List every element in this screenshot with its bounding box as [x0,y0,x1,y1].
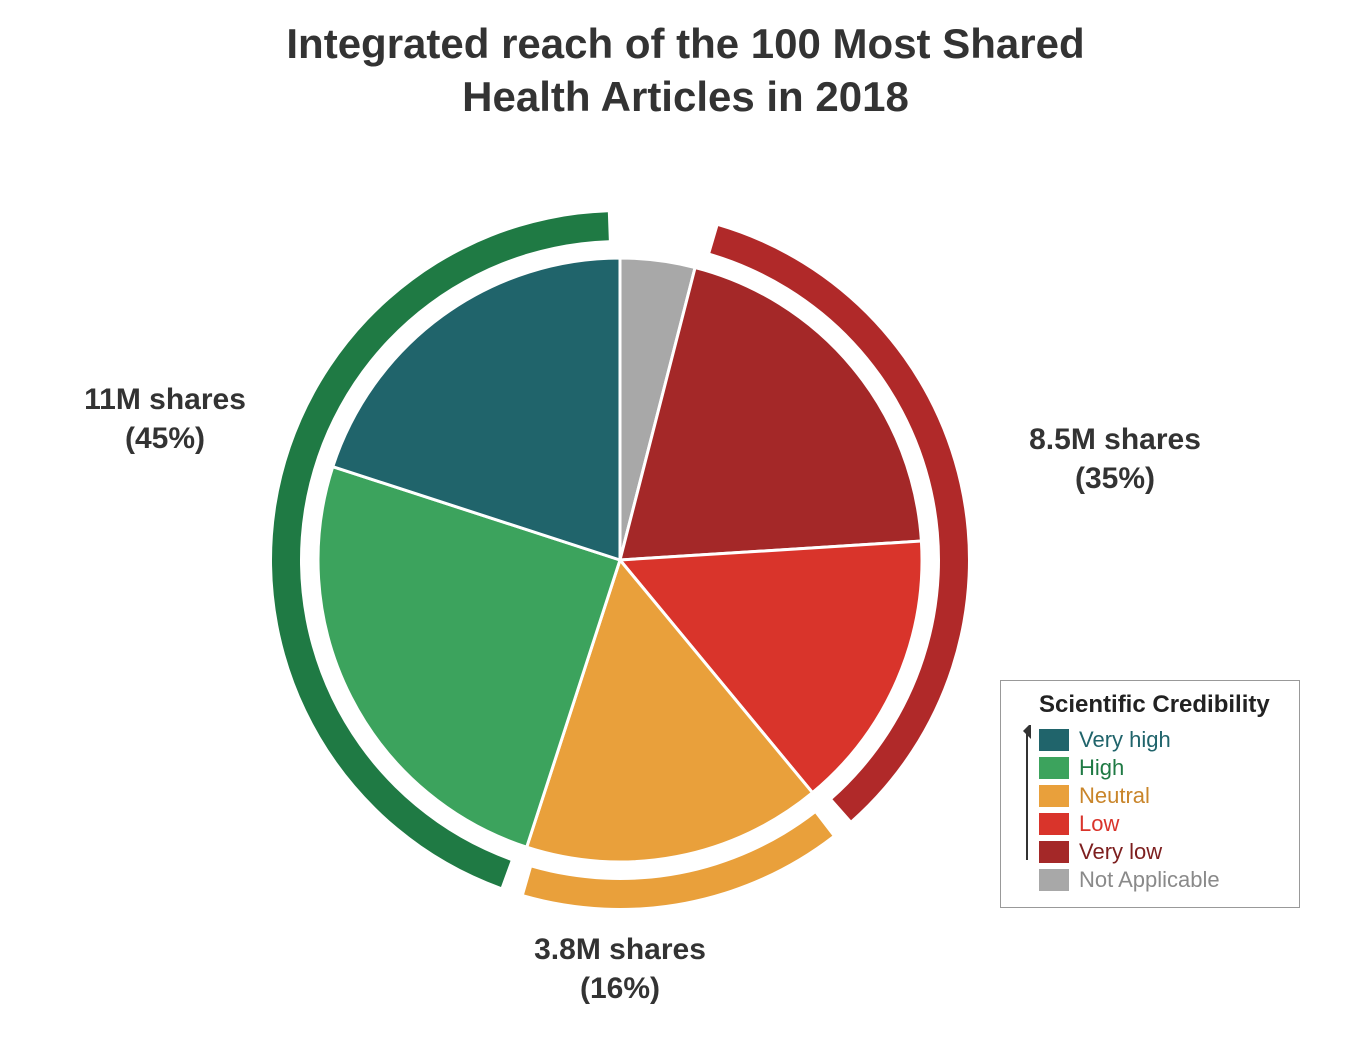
legend-label: Not Applicable [1079,867,1220,893]
legend-row: High [1039,755,1220,781]
legend-swatch [1039,813,1069,835]
annotation-neutral: 3.8M shares (16%) [480,930,760,1008]
annotation-good: 11M shares (45%) [40,380,290,458]
legend-label: High [1079,755,1124,781]
annotation-bad-line2: (35%) [1075,462,1155,495]
annotation-good-line1: 11M shares [84,383,246,416]
annotation-bad: 8.5M shares (35%) [985,420,1245,498]
legend-row: Neutral [1039,783,1220,809]
legend-label: Very low [1079,839,1162,865]
annotation-neutral-line2: (16%) [580,972,660,1005]
legend-items: Very highHighNeutralLowVery lowNot Appli… [1039,725,1220,895]
legend-row: Very low [1039,839,1220,865]
annotation-bad-line1: 8.5M shares [1029,423,1201,456]
legend-swatch [1039,729,1069,751]
annotation-neutral-line1: 3.8M shares [534,933,706,966]
legend-swatch [1039,785,1069,807]
legend-swatch [1039,869,1069,891]
legend-row: Very high [1039,727,1220,753]
legend-label: Low [1079,811,1119,837]
legend-title: Scientific Credibility [1039,691,1285,719]
legend-label: Very high [1079,727,1171,753]
legend-swatch [1039,841,1069,863]
legend: Scientific Credibility Very highHighNeut… [1000,680,1300,908]
legend-label: Neutral [1079,783,1150,809]
legend-swatch [1039,757,1069,779]
legend-row: Low [1039,811,1220,837]
annotation-good-line2: (45%) [125,422,205,455]
legend-arrow [1015,725,1039,895]
legend-row: Not Applicable [1039,867,1220,893]
